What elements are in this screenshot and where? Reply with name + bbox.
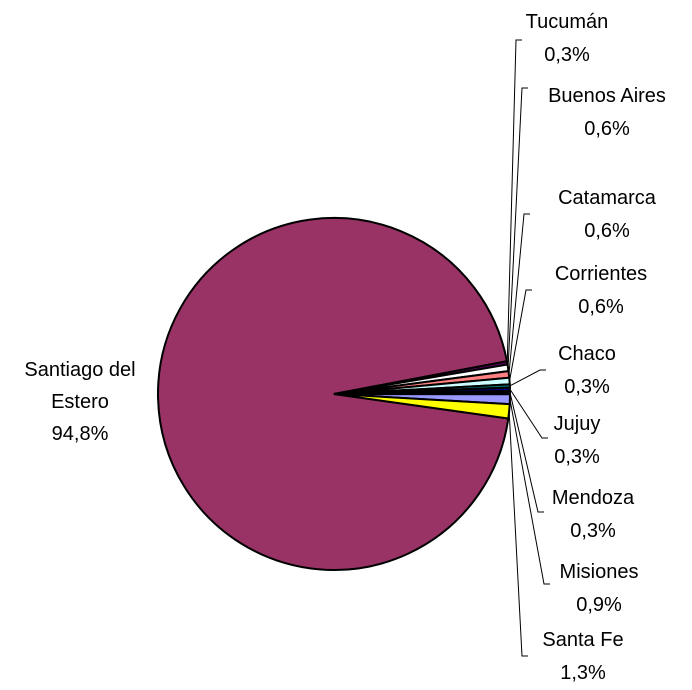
pie-slice bbox=[333, 393, 511, 420]
slice-label: Tucumán bbox=[525, 11, 609, 33]
slice-value: 0,3% bbox=[564, 376, 610, 398]
slice-value: 94,8% bbox=[51, 423, 109, 445]
slice-value: 0,6% bbox=[584, 220, 630, 242]
leader-line bbox=[509, 289, 532, 382]
pie-slice bbox=[157, 217, 510, 571]
leader-line bbox=[507, 87, 528, 368]
leader-line bbox=[506, 39, 522, 363]
slice-label: Santa Fe bbox=[542, 629, 624, 651]
leader-line bbox=[508, 411, 528, 657]
leader-line bbox=[509, 369, 546, 387]
leader-line bbox=[509, 399, 550, 585]
leader-line bbox=[508, 213, 530, 375]
slice-value: 0,3% bbox=[570, 520, 616, 542]
slice-value: 0,3% bbox=[544, 44, 590, 66]
slice-label: Corrientes bbox=[554, 263, 648, 285]
slice-label: Catamarca bbox=[558, 187, 656, 209]
slice-value: 0,3% bbox=[554, 446, 600, 468]
leader-line bbox=[509, 392, 544, 513]
slice-value: 0,6% bbox=[578, 296, 624, 318]
slice-label: Buenos Aires bbox=[548, 85, 666, 107]
slice-label: Jujuy bbox=[553, 413, 601, 435]
slice-label: Misiones bbox=[559, 561, 639, 583]
slice-value: 1,3% bbox=[560, 662, 606, 684]
slice-label: Santiago del Estero bbox=[24, 359, 136, 413]
slice-value: 0,9% bbox=[576, 594, 622, 616]
slice-value: 0,6% bbox=[584, 118, 630, 140]
slice-label: Mendoza bbox=[551, 487, 635, 509]
slice-label: Chaco bbox=[558, 343, 616, 365]
leader-line bbox=[509, 388, 548, 439]
